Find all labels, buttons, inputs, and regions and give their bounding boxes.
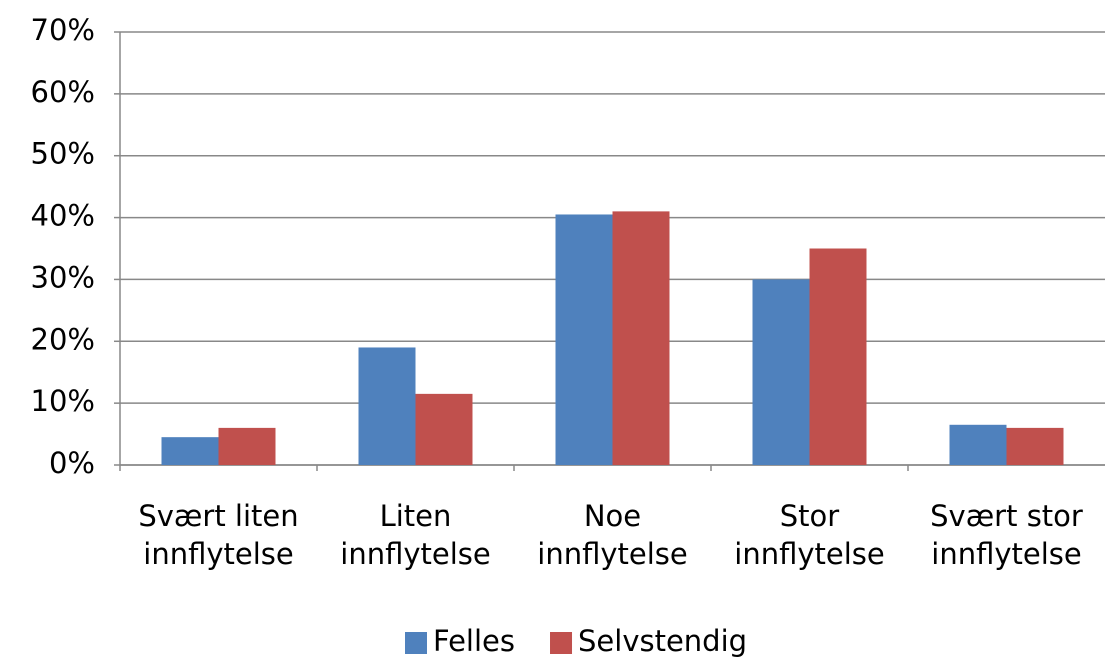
y-tick-label: 20% [31,322,95,356]
x-tick-label: Svært stor innflytelse [930,499,1083,571]
y-tick-label: 30% [31,260,95,294]
legend-swatch [550,632,573,654]
bar [415,393,473,465]
bar [161,437,219,465]
bar [555,214,613,465]
y-tick-label: 0% [49,446,95,480]
bar [612,211,670,465]
legend-label: Selvstendig [578,624,747,658]
bar [809,248,867,465]
x-tick-label: Stor innflytelse [734,499,885,571]
y-tick-label: 10% [31,384,95,418]
y-tick-label: 60% [31,75,95,109]
bar [949,424,1007,465]
x-tick-label: Svært liten innflytelse [138,499,299,571]
legend-swatch [405,632,427,654]
bar [218,427,276,465]
bar [1006,427,1064,465]
y-tick-label: 40% [31,199,95,233]
bar [358,347,416,465]
legend-label: Felles [433,624,515,658]
x-tick-label: Noe innflytelse [537,499,688,571]
x-tick-label: Liten innflytelse [340,499,491,571]
bar [752,279,810,465]
y-tick-label: 50% [31,137,95,171]
y-tick-label: 70% [31,13,95,47]
